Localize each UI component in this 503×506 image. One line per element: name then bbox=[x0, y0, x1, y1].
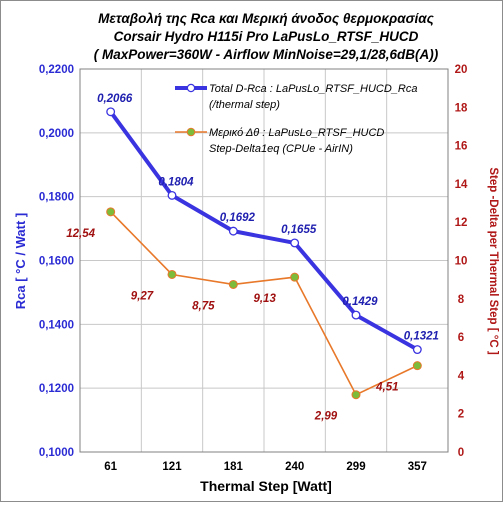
delta-point bbox=[228, 279, 238, 289]
delta-point bbox=[412, 361, 422, 371]
legend-delta-label-2: Step-Delta1eq (CPUe - AirIN) bbox=[209, 143, 353, 155]
left-tick-label: 0,1800 bbox=[39, 192, 74, 204]
chart-title-line-2: Corsair Hydro H115i Pro LaPusLo_RTSF_HUC… bbox=[114, 29, 419, 44]
left-tick-label: 0,2200 bbox=[39, 64, 74, 76]
rca-point bbox=[106, 107, 116, 117]
right-tick-label: 6 bbox=[458, 332, 464, 344]
rca-point bbox=[167, 190, 177, 200]
right-tick-label: 10 bbox=[455, 256, 468, 268]
x-tick-label: 240 bbox=[285, 461, 304, 473]
delta-point-label: 8,75 bbox=[192, 300, 215, 312]
right-axis-title: Step -Delta per Thermal Step [ °C ] bbox=[487, 167, 499, 355]
legend-rca-label-2: (/thermal step) bbox=[209, 99, 280, 111]
left-axis-ticks: 0,1000 0,1200 0,1400 0,1600 0,1800 0,2000 0,22… bbox=[39, 64, 74, 459]
rca-point-label: 0,2066 bbox=[97, 93, 133, 105]
rca-point-label: 0,1655 bbox=[281, 224, 317, 236]
right-tick-label: 4 bbox=[458, 370, 465, 382]
right-tick-label: 12 bbox=[455, 217, 468, 229]
rca-point bbox=[228, 226, 238, 236]
left-axis-title: Rca [ °C / Watt ] bbox=[13, 213, 28, 309]
rca-point bbox=[351, 310, 361, 320]
right-tick-label: 8 bbox=[458, 294, 465, 306]
right-tick-label: 18 bbox=[455, 102, 468, 114]
right-tick-label: 16 bbox=[455, 141, 468, 153]
left-tick-label: 0,1000 bbox=[39, 447, 74, 459]
rca-point-label: 0,1804 bbox=[158, 176, 194, 188]
legend: Total D-Rca : LaPusLo_RTSF_HUCD_Rca (/th… bbox=[175, 83, 417, 155]
chart-title-line-1: Μεταβολή της Rca και Μερική άνοδος θερμο… bbox=[98, 11, 435, 26]
right-tick-label: 2 bbox=[458, 409, 464, 421]
delta-point-label: 2,99 bbox=[314, 411, 338, 423]
left-tick-label: 0,1400 bbox=[39, 319, 74, 331]
right-tick-label: 20 bbox=[455, 64, 468, 76]
left-tick-label: 0,1600 bbox=[39, 256, 74, 268]
x-tick-label: 357 bbox=[408, 461, 427, 473]
grid-lines bbox=[80, 69, 448, 452]
delta-point-label: 12,54 bbox=[66, 228, 95, 240]
delta-point-label: 4,51 bbox=[375, 382, 398, 394]
series-delta-line bbox=[110, 211, 418, 396]
delta-point bbox=[106, 207, 116, 217]
delta-point-label: 9,27 bbox=[131, 290, 154, 302]
series-rca-line bbox=[109, 110, 419, 352]
legend-rca-marker bbox=[186, 83, 196, 93]
legend-delta-label-1: Μερικό Δθ : LaPusLo_RTSF_HUCD bbox=[209, 127, 384, 139]
x-tick-label: 121 bbox=[162, 461, 182, 473]
series-rca-labels: 0,2066 0,1804 0,1692 0,1655 0,1429 0,1321 bbox=[97, 93, 439, 343]
left-tick-label: 0,1200 bbox=[39, 383, 74, 395]
rca-point bbox=[412, 345, 422, 354]
series-delta-labels: 12,54 9,27 8,75 9,13 2,99 4,51 bbox=[66, 228, 398, 423]
delta-point bbox=[167, 269, 177, 279]
x-tick-label: 181 bbox=[224, 461, 244, 473]
right-axis-ticks: 0 2 4 6 8 10 12 14 16 18 20 bbox=[455, 64, 468, 459]
series-rca-markers bbox=[106, 107, 422, 354]
right-tick-label: 14 bbox=[455, 179, 468, 191]
legend-rca-label-1: Total D-Rca : LaPusLo_RTSF_HUCD_Rca bbox=[209, 83, 417, 95]
series-delta-markers bbox=[106, 207, 422, 400]
right-tick-label: 0 bbox=[458, 447, 464, 459]
plot-area bbox=[79, 68, 449, 453]
x-axis-title: Thermal Step [Watt] bbox=[200, 478, 332, 494]
legend-delta-marker bbox=[186, 127, 196, 137]
delta-point bbox=[351, 390, 361, 400]
rca-point-label: 0,1429 bbox=[342, 296, 378, 308]
delta-point-label: 9,13 bbox=[253, 293, 276, 305]
x-axis-ticks: 61 121 181 240 299 357 bbox=[104, 461, 427, 473]
delta-point bbox=[290, 272, 300, 282]
x-tick-label: 299 bbox=[346, 461, 365, 473]
rca-point-label: 0,1692 bbox=[220, 212, 256, 224]
left-tick-label: 0,2000 bbox=[39, 128, 74, 140]
chart-title-line-3: ( MaxPower=360W - Airflow MinNoise=29,1/… bbox=[94, 47, 439, 62]
rca-point bbox=[290, 238, 300, 248]
rca-point-label: 0,1321 bbox=[404, 331, 439, 343]
x-tick-label: 61 bbox=[104, 461, 117, 473]
